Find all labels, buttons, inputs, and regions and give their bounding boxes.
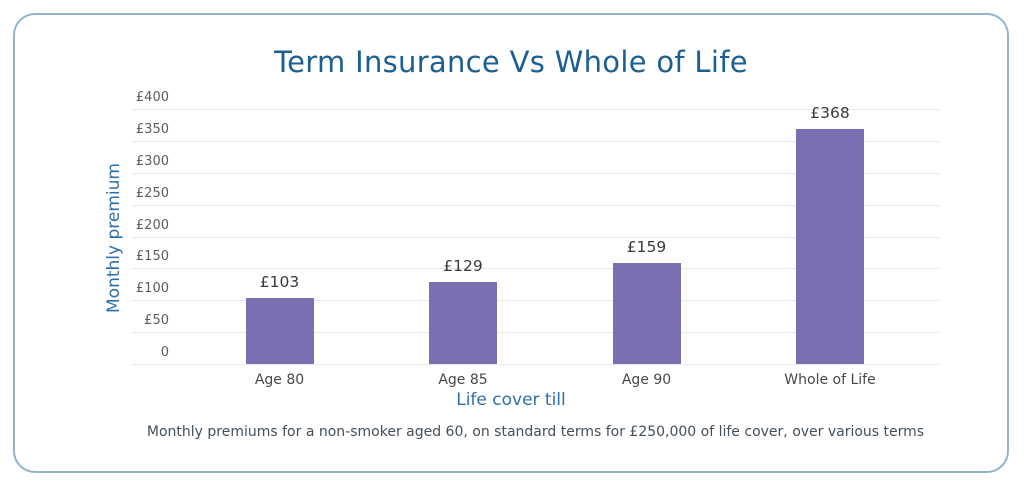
chart-title: Term Insurance Vs Whole of Life xyxy=(274,45,748,79)
x-category-label: Age 85 xyxy=(438,372,488,388)
gridline xyxy=(132,173,939,174)
gridline xyxy=(132,300,939,301)
chart-card: Term Insurance Vs Whole of Life Monthly … xyxy=(13,13,1009,473)
bar-value-label: £368 xyxy=(810,104,850,122)
plot-area: £400 £350 £300 £250 £200 £150 £100 £50 0 £103 Age … xyxy=(132,90,939,388)
y-axis-title: Monthly premium xyxy=(104,163,124,314)
y-tick-label: £400 xyxy=(135,90,169,105)
gridline xyxy=(132,332,939,333)
gridline xyxy=(132,109,939,110)
gridline xyxy=(132,237,939,238)
bar-value-label: £103 xyxy=(259,273,300,291)
gridline xyxy=(132,205,939,206)
x-category-label: Age 80 xyxy=(254,372,305,388)
y-tick-label: £250 xyxy=(135,186,169,201)
x-category-label: Whole of Life xyxy=(784,372,876,388)
y-tick-label: £350 xyxy=(135,122,169,137)
gridline xyxy=(132,141,939,142)
chart-caption: Monthly premiums for a non-smoker aged 6… xyxy=(146,424,925,440)
gridline xyxy=(132,268,939,269)
x-axis-title: Life cover till xyxy=(456,390,566,410)
y-tick-label: £100 xyxy=(135,281,169,296)
bar-value-label: £129 xyxy=(443,257,483,275)
y-tick-label: 0 xyxy=(160,345,169,360)
bar xyxy=(796,129,864,364)
gridline xyxy=(132,364,939,365)
y-tick-label: £200 xyxy=(135,218,169,233)
bar xyxy=(245,298,314,364)
x-category-label: Age 90 xyxy=(621,372,672,388)
y-tick-label: £50 xyxy=(144,313,169,328)
bar xyxy=(429,282,497,364)
bar-value-label: £159 xyxy=(626,238,667,256)
y-tick-label: £150 xyxy=(135,249,169,264)
y-tick-label: £300 xyxy=(135,154,169,169)
bar xyxy=(612,263,681,364)
